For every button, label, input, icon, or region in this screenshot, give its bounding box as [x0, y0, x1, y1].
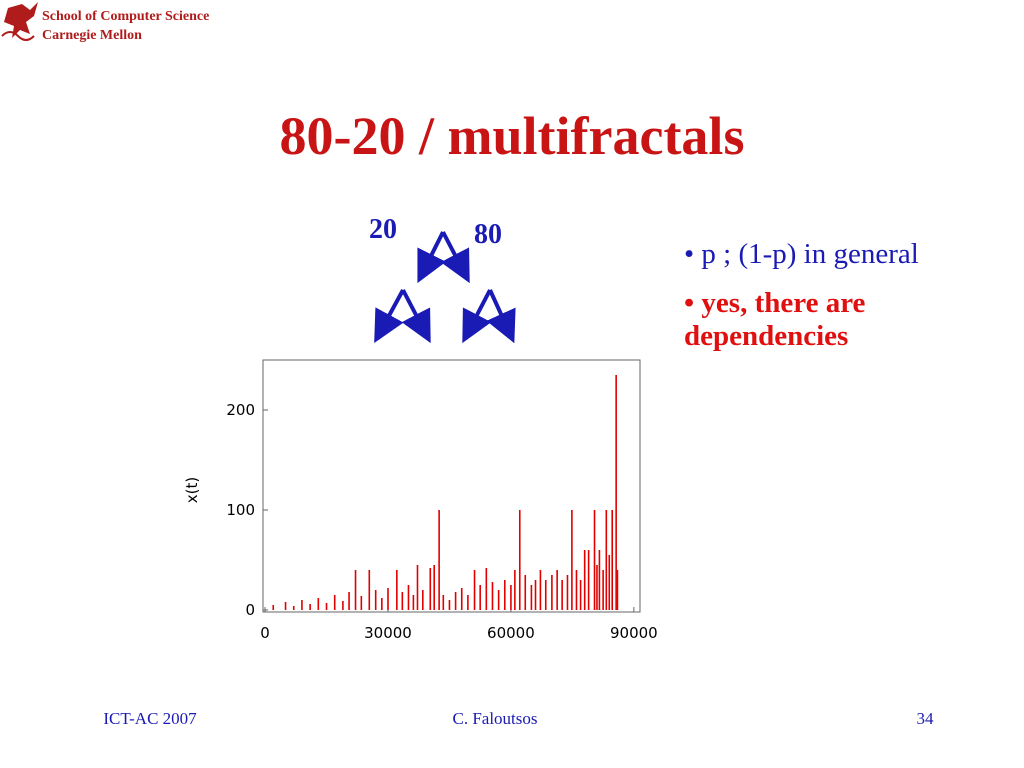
footer-right: 34	[917, 709, 935, 728]
bar	[401, 592, 404, 610]
logo	[1, 2, 38, 41]
bar	[556, 570, 558, 610]
bar	[530, 585, 533, 610]
bar	[433, 565, 436, 610]
bar	[615, 375, 617, 610]
bar	[333, 595, 336, 610]
bar	[598, 550, 601, 610]
bar	[485, 568, 488, 610]
y-tick-label: 100	[226, 501, 255, 519]
bar	[593, 510, 596, 610]
x-tick-label: 60000	[487, 624, 535, 642]
school: School of Computer Science	[42, 9, 209, 24]
bar	[534, 580, 537, 610]
x-tick-label: 0	[260, 624, 270, 642]
bar	[442, 595, 445, 610]
bar	[348, 592, 350, 610]
footer-left: ICT-AC 2007	[103, 709, 197, 728]
tree-arrows	[374, 231, 516, 344]
bar	[407, 585, 410, 610]
bar	[387, 588, 389, 610]
bar	[438, 510, 440, 610]
bar	[317, 598, 320, 610]
bullet-list: p ; (1-p) in general yes, there are depen…	[684, 238, 984, 369]
bullet: yes, there are dependencies	[684, 287, 984, 353]
bar	[416, 565, 419, 610]
bar	[342, 601, 344, 610]
bar	[616, 570, 619, 610]
bullet: p ; (1-p) in general	[684, 238, 984, 271]
bar	[611, 510, 614, 610]
bar	[544, 580, 547, 610]
bar	[422, 590, 424, 610]
x-tick-label: 90000	[610, 624, 658, 642]
bar	[518, 510, 521, 610]
tree-label: 80	[474, 219, 502, 250]
bar	[566, 575, 569, 610]
bar	[467, 595, 469, 610]
bar	[575, 570, 578, 610]
bar	[325, 603, 328, 610]
bar	[473, 570, 476, 610]
bar	[539, 570, 542, 610]
bar	[454, 592, 457, 610]
bar	[272, 605, 275, 610]
bar	[579, 580, 582, 610]
bar	[503, 580, 506, 610]
bar	[524, 575, 527, 610]
y-tick-label: 0	[245, 601, 255, 619]
bar	[381, 598, 383, 610]
bar	[448, 600, 451, 610]
tree-label: 20	[369, 214, 397, 245]
y-tick-label: 200	[226, 401, 255, 419]
bar	[561, 580, 563, 610]
bar	[301, 600, 303, 610]
bar	[479, 585, 481, 610]
y-axis-label: x(t)	[183, 477, 201, 503]
bar	[374, 590, 377, 610]
bar	[596, 565, 598, 610]
bar	[608, 555, 611, 610]
plot-frame	[262, 359, 641, 613]
bar	[510, 585, 512, 610]
bar	[396, 570, 398, 610]
bar	[551, 575, 553, 610]
slide-title: 80-20 / multifractals	[280, 106, 745, 166]
x-tick-label: 30000	[364, 624, 412, 642]
bar	[309, 604, 311, 610]
bar	[429, 568, 432, 610]
bar	[354, 570, 357, 610]
bar	[491, 582, 494, 610]
bar	[571, 510, 573, 610]
bar	[587, 550, 590, 610]
bar	[360, 596, 363, 610]
bar	[460, 588, 463, 610]
bar	[602, 570, 604, 610]
bar	[368, 570, 371, 610]
university: Carnegie Mellon	[42, 28, 142, 43]
bar	[292, 606, 295, 610]
bar	[412, 595, 415, 610]
footer-center: C. Faloutsos	[452, 709, 537, 728]
bar	[583, 550, 586, 610]
bar	[284, 602, 287, 610]
bar	[605, 510, 608, 610]
bar	[497, 590, 500, 610]
bar	[514, 570, 516, 610]
